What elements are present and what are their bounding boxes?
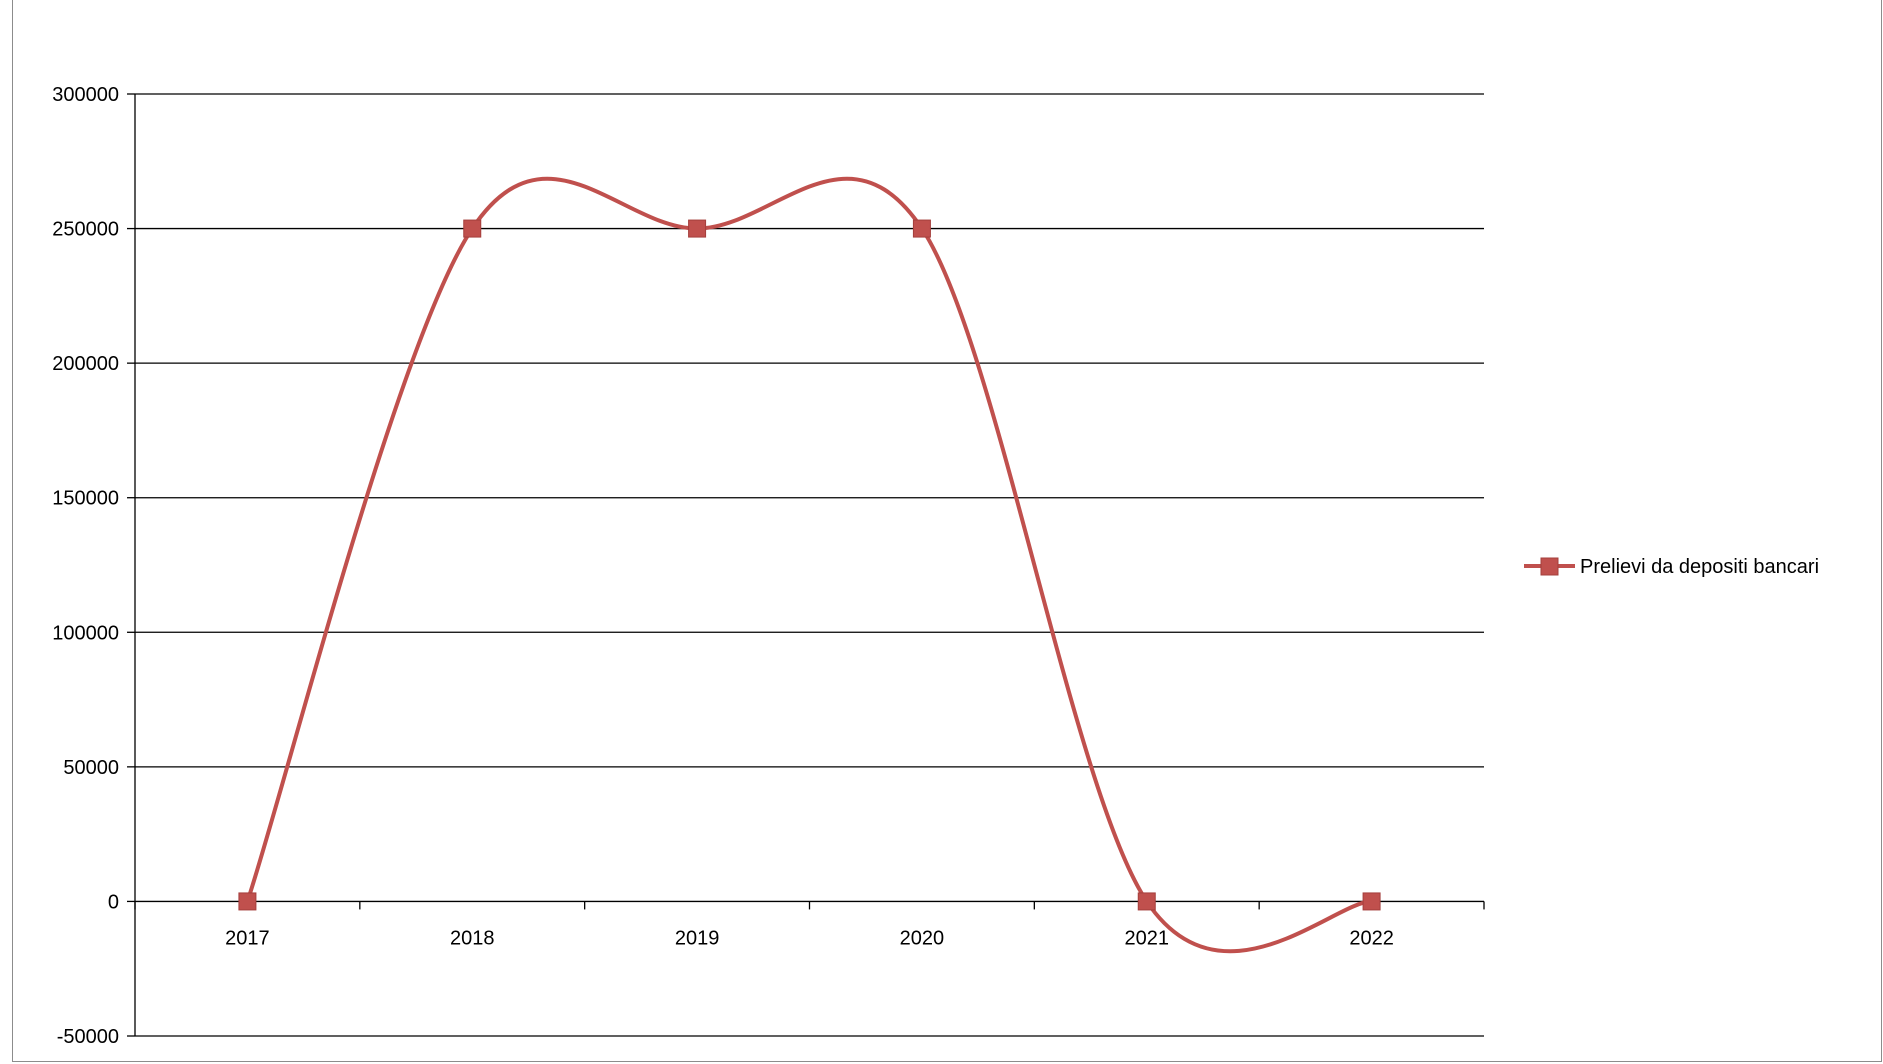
data-point-marker[interactable] [1137,892,1156,911]
x-tick-label: 2019 [675,927,720,949]
y-tick-label: 200000 [52,353,119,375]
legend[interactable]: Prelievi da depositi bancari [1524,556,1819,578]
data-point-marker[interactable] [238,892,257,911]
data-point-marker[interactable] [1362,892,1381,911]
gridlines [135,93,1484,1037]
legend-label[interactable]: Prelievi da depositi bancari [1580,556,1819,578]
y-axis-tick-labels: -50000 0 50000 100000 150000 200000 250000 3000… [52,84,119,1048]
axes [127,93,1485,1037]
chart-frame [12,0,1882,1062]
y-tick-label: 150000 [52,488,119,510]
y-tick-label: -50000 [57,1026,119,1048]
y-tick-label: 250000 [52,219,119,241]
x-tick-label: 2017 [225,927,270,949]
x-tick-label: 2022 [1349,927,1394,949]
data-point-marker[interactable] [463,219,482,238]
x-tick-label: 2018 [450,927,495,949]
y-tick-label: 300000 [52,84,119,106]
x-tick-label: 2021 [1125,927,1170,949]
x-tick-label: 2020 [900,927,945,949]
y-tick-label: 50000 [63,757,119,779]
legend-marker-swatch [1540,557,1559,576]
data-point-marker[interactable] [912,219,931,238]
x-axis-tick-labels: 2017 2018 2019 2020 2021 2022 [225,927,1394,949]
y-tick-label: 0 [108,891,119,913]
y-tick-label: 100000 [52,622,119,644]
data-point-marker[interactable] [688,219,707,238]
series-line [245,176,1372,954]
series-layer [238,176,1381,954]
